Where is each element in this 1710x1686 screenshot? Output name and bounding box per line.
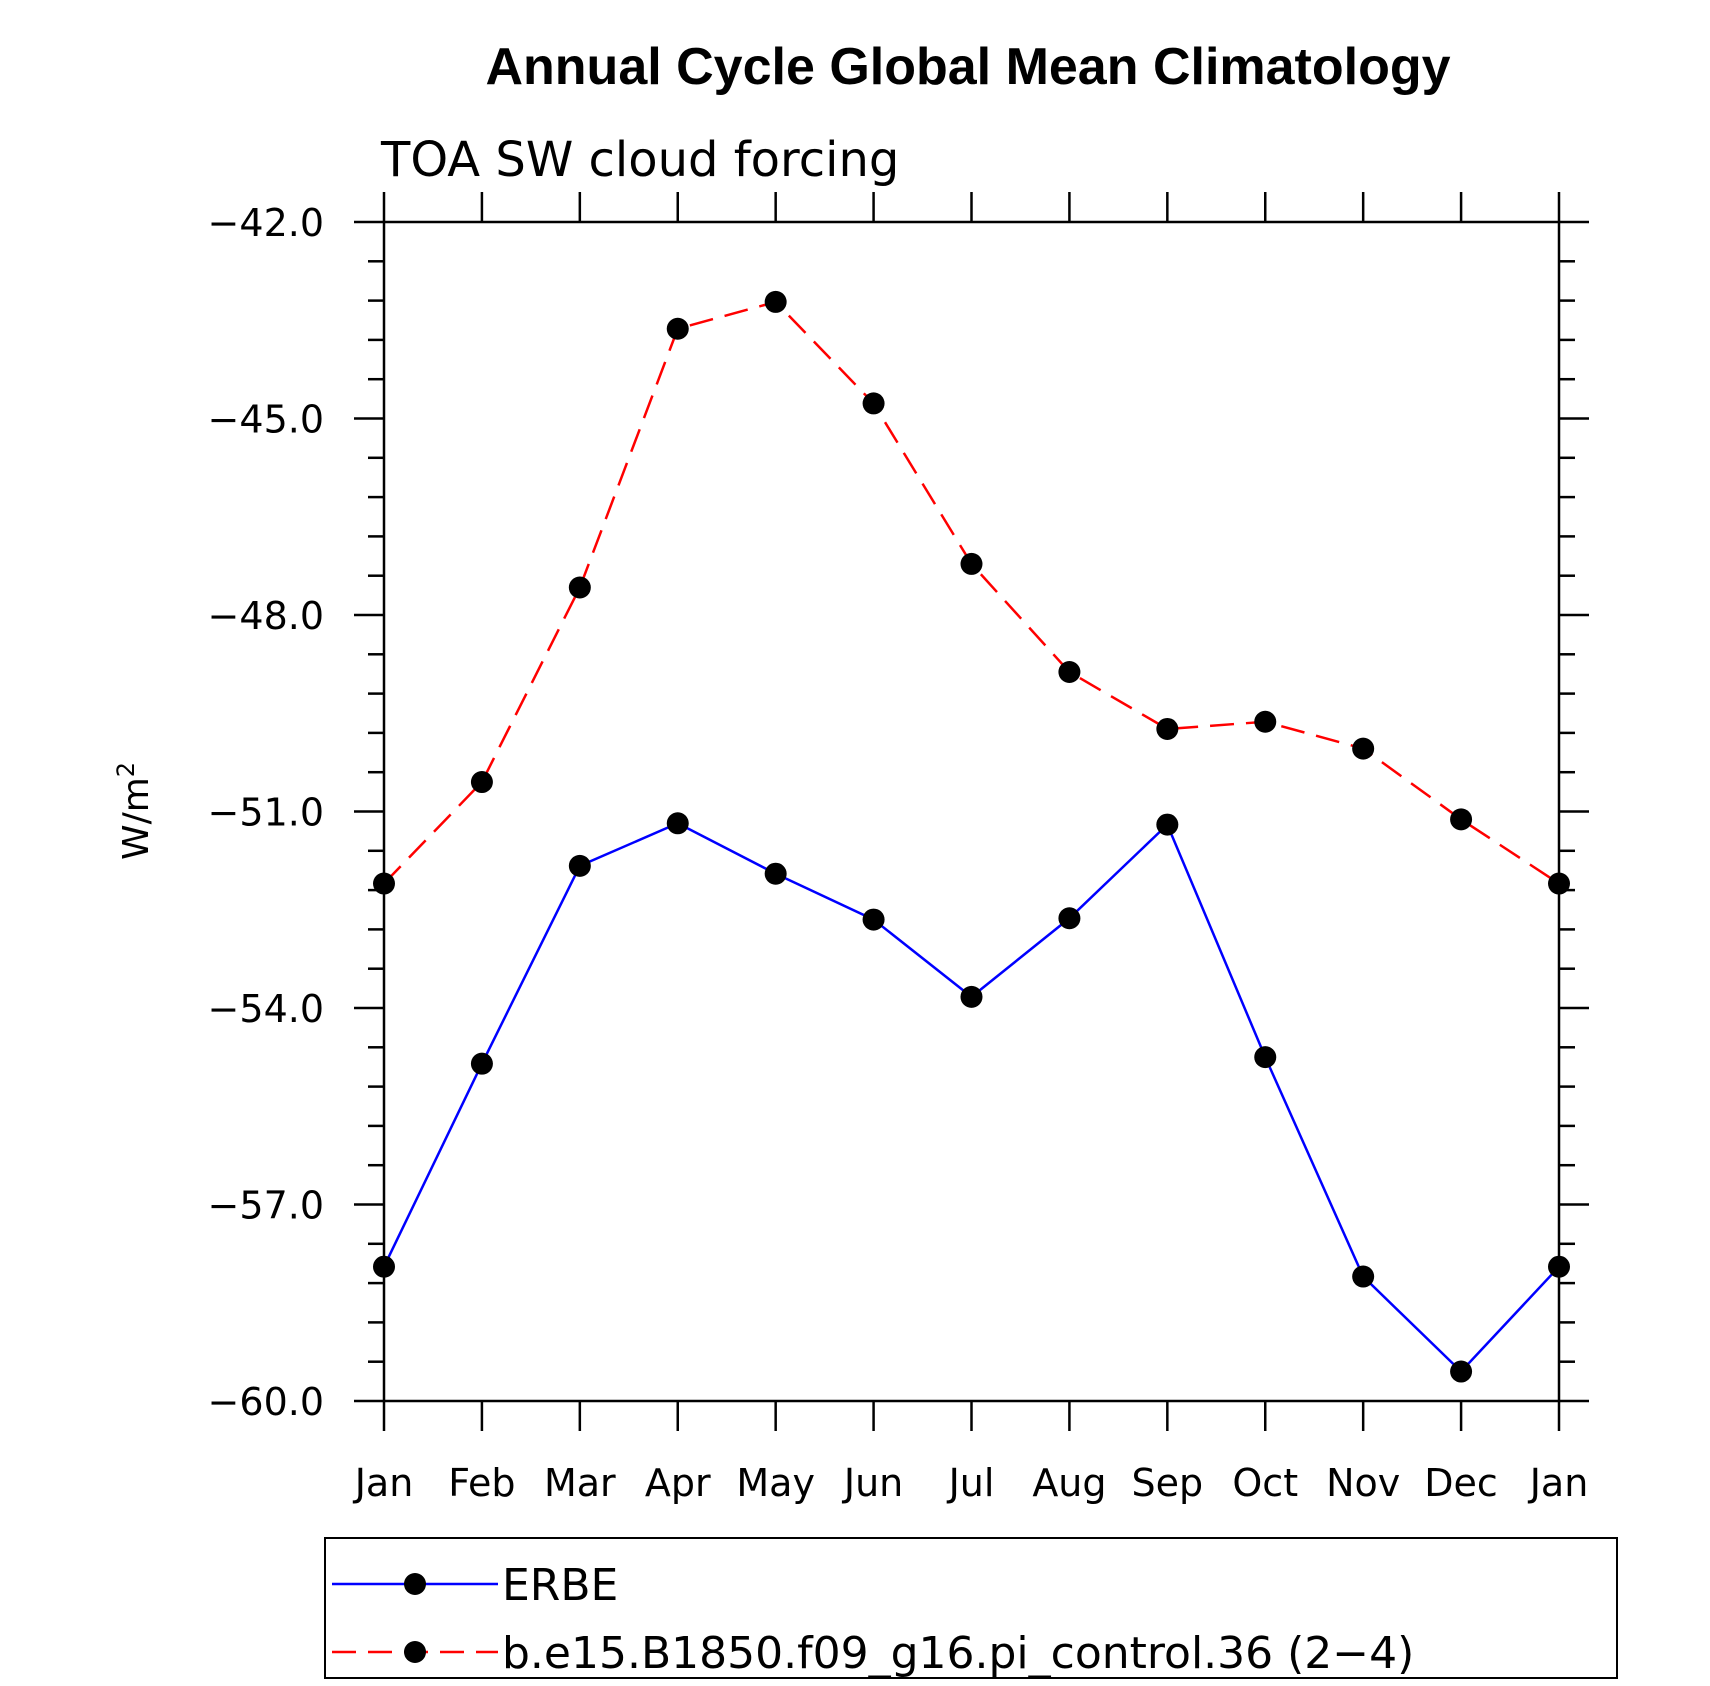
- y-tick-label: −45.0: [208, 398, 324, 442]
- y-axis-label-superscript: 2: [112, 762, 140, 777]
- series-0-point: [764, 862, 787, 885]
- series-line-0: [382, 821, 1560, 1374]
- series-1-point: [862, 392, 885, 415]
- series-0-point: [1352, 1265, 1375, 1288]
- x-tick-label: Feb: [448, 1461, 515, 1505]
- x-tick-label: Oct: [1232, 1461, 1298, 1505]
- series-1-point: [1254, 710, 1277, 733]
- x-tick-label: Jan: [1528, 1461, 1589, 1505]
- series-1-point: [1058, 660, 1081, 683]
- y-axis-label: W/m2: [112, 762, 157, 860]
- series-1-point: [1352, 737, 1375, 760]
- series-0-point: [960, 985, 983, 1008]
- series-layer: [373, 290, 1570, 1383]
- y-tick-label: −54.0: [208, 987, 324, 1031]
- x-tick-label: Jul: [947, 1461, 995, 1505]
- series-line-1: [383, 300, 1560, 885]
- legend-marker-model: [404, 1641, 426, 1663]
- series-1-point: [666, 317, 689, 340]
- y-tick-labels: −42.0 −45.0 −48.0 −51.0 −54.0 −57.0 −60.0: [208, 201, 324, 1424]
- series-1-point: [1156, 717, 1179, 740]
- x-tick-label: May: [736, 1461, 815, 1505]
- series-0-point: [1548, 1255, 1570, 1278]
- series-0-point: [1254, 1046, 1277, 1069]
- axis-ticks: [354, 192, 1589, 1431]
- x-tick-labels: Jan Feb Mar Apr May Jun Jul Aug Sep Oct Nov Dec Jan: [353, 1461, 1589, 1505]
- legend-label-model: b.e15.B1850.f09_g16.pi_control.36 (2−4): [502, 1628, 1414, 1679]
- chart-subtitle: TOA SW cloud forcing: [380, 132, 899, 188]
- legend-box: [324, 1537, 1618, 1679]
- y-tick-label: −60.0: [208, 1380, 324, 1424]
- series-0-point: [862, 908, 885, 931]
- series-1-point: [568, 576, 591, 599]
- plot-border: [382, 220, 1561, 1403]
- series-1-point: [1450, 808, 1473, 831]
- series-1-point: [373, 872, 395, 895]
- y-tick-label: −48.0: [208, 594, 324, 638]
- series-0-point: [1156, 813, 1179, 836]
- series-0-point: [666, 812, 689, 835]
- series-1-point: [960, 552, 983, 575]
- series-0-point: [1058, 907, 1081, 930]
- y-tick-label: −42.0: [208, 201, 324, 245]
- series-0-point: [373, 1255, 395, 1278]
- y-tick-label: −51.0: [208, 791, 324, 835]
- plot-frame: [382, 220, 1561, 1403]
- series-1-point: [470, 771, 493, 794]
- x-tick-label: Nov: [1326, 1461, 1400, 1505]
- series-0-point: [568, 854, 591, 877]
- y-tick-label: −57.0: [208, 1184, 324, 1228]
- legend: ERBE b.e15.B1850.f09_g16.pi_control.36 (…: [324, 1537, 1618, 1679]
- chart-title: Annual Cycle Global Mean Climatology: [485, 38, 1450, 96]
- y-axis-label-text: W/m: [116, 777, 157, 860]
- x-tick-label: Apr: [645, 1461, 711, 1505]
- x-tick-label: Jan: [353, 1461, 414, 1505]
- series-0-point: [1450, 1360, 1473, 1383]
- legend-marker-erbe: [404, 1573, 426, 1595]
- x-tick-label: Aug: [1032, 1461, 1106, 1505]
- series-1-point: [1548, 872, 1570, 895]
- x-tick-label: Sep: [1132, 1461, 1204, 1505]
- x-tick-label: Dec: [1424, 1461, 1498, 1505]
- x-tick-label: Mar: [544, 1461, 616, 1505]
- series-0-point: [470, 1052, 493, 1075]
- x-tick-label: Jun: [842, 1461, 903, 1505]
- legend-label-erbe: ERBE: [502, 1560, 618, 1611]
- series-1-point: [764, 290, 787, 313]
